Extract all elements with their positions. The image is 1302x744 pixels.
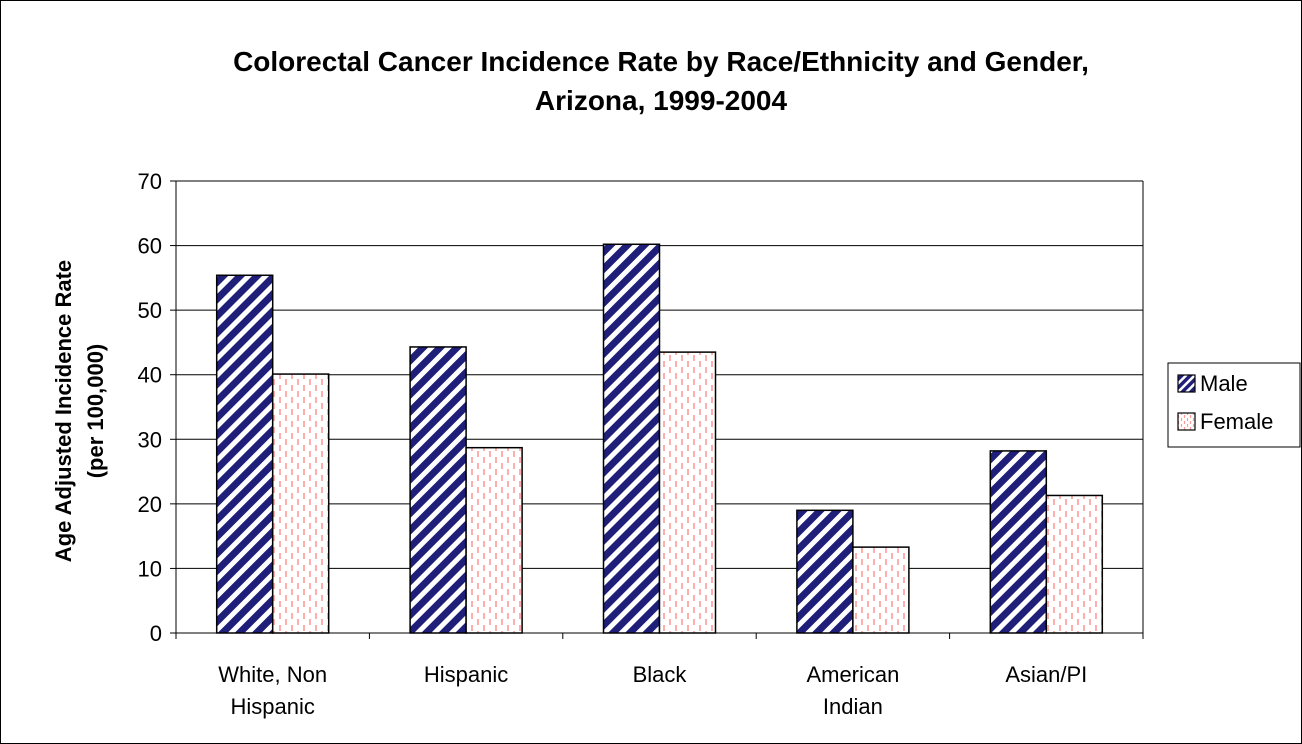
y-tick-label: 50 [138,298,162,323]
bar-male [409,346,467,634]
y-tick-label: 60 [138,234,162,259]
y-tick-label: 0 [150,621,162,646]
legend: Male Female [1167,362,1301,448]
bar-female [465,446,523,634]
plot-area: 0 10 20 30 40 50 60 70 White, Non Hispanic Hispani… [138,169,1144,719]
legend-label-male: Male [1200,371,1248,396]
x-tick-label: Hispanic [424,662,508,687]
legend-swatch-male [1177,374,1196,393]
y-axis-label-line-2: (per 100,000) [83,344,108,479]
x-tick-label: Asian/PI [1005,662,1087,687]
chart-title: Colorectal Cancer Incidence Rate by Race… [233,46,1089,116]
y-tick-label: 10 [138,556,162,581]
x-tick-label: Hispanic [231,694,315,719]
legend-swatch-female [1177,412,1196,431]
chart-title-line-1: Colorectal Cancer Incidence Rate by Race… [233,46,1089,77]
y-axis-label: Age Adjusted Incidence Rate (per 100,000… [51,260,108,562]
x-tick-label: American [806,662,899,687]
x-tick-label: Indian [823,694,883,719]
bar-male [215,274,274,634]
bar-male [989,450,1048,634]
bar-male [796,509,854,634]
x-tick-label: Black [633,662,688,687]
bar-female [658,351,717,634]
bar-male [602,243,661,634]
bar-female [1045,494,1104,634]
bar-female [852,546,910,634]
bar-female [271,373,330,634]
x-tick-label: White, Non [218,662,327,687]
y-axis-label-line-1: Age Adjusted Incidence Rate [51,260,76,562]
y-tick-label: 40 [138,363,162,388]
y-tick-label: 30 [138,427,162,452]
y-tick-label: 70 [138,169,162,194]
chart-title-line-2: Arizona, 1999-2004 [535,85,788,116]
legend-label-female: Female [1200,409,1273,434]
y-tick-label: 20 [138,492,162,517]
